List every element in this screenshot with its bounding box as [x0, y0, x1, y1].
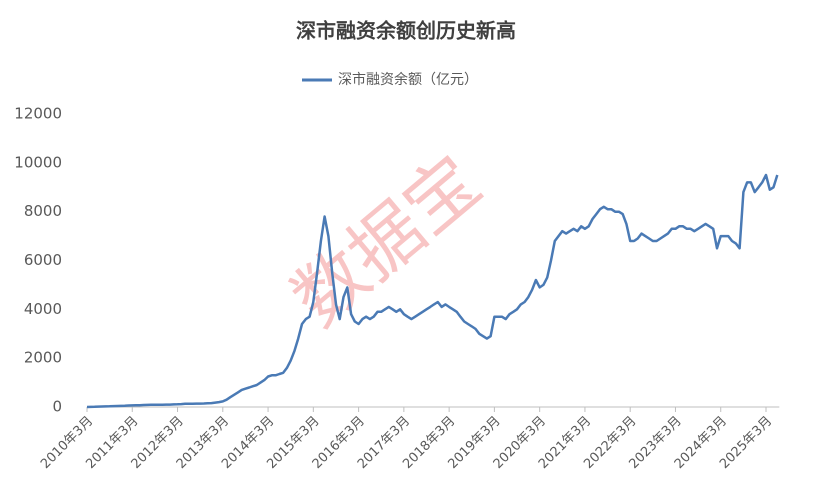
y-tick-label: 2000	[24, 349, 62, 367]
y-tick-label: 0	[52, 398, 62, 416]
y-tick-label: 6000	[24, 251, 62, 269]
chart-title: 深市融资余额创历史新高	[296, 19, 516, 43]
legend-label: 深市融资余额（亿元）	[338, 71, 478, 88]
y-tick-label: 8000	[24, 202, 62, 220]
y-tick-label: 4000	[24, 300, 62, 318]
y-tick-label: 10000	[14, 153, 62, 171]
series-line	[86, 173, 779, 409]
y-tick-label: 12000	[14, 105, 62, 123]
